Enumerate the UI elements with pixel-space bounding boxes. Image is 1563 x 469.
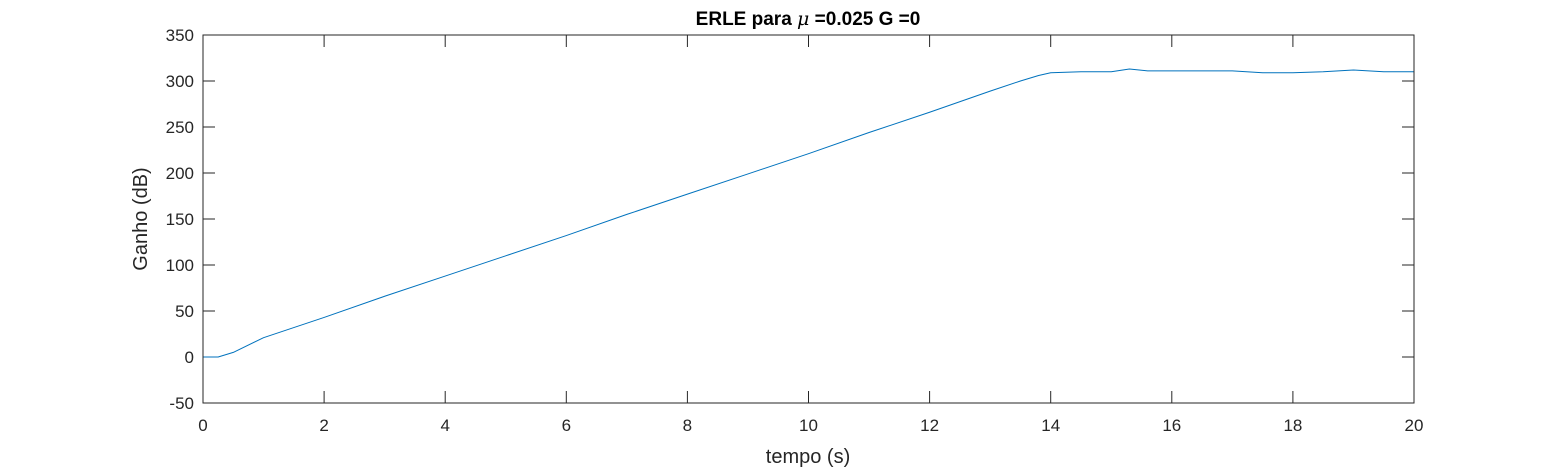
y-axis-label: Ganho (dB) [130, 167, 152, 270]
x-tick-label: 16 [1162, 416, 1181, 435]
y-tick-label: 350 [166, 26, 194, 45]
axes-box [202, 34, 1415, 404]
tick-labels: 0 2 4 6 8 10 12 14 16 18 20-5005010015020025030035… [166, 26, 1424, 435]
x-tick-label: 2 [319, 416, 328, 435]
x-tick-label: 18 [1283, 416, 1302, 435]
y-tick-label: 150 [166, 210, 194, 229]
x-tick-label: 14 [1041, 416, 1060, 435]
chart-title: ERLE para μ =0.025 G =0 [696, 8, 921, 30]
series-line [203, 68, 1414, 358]
y-tick-label: 50 [175, 302, 194, 321]
x-tick-label: 0 [198, 416, 207, 435]
y-tick-label: 300 [166, 72, 194, 91]
y-tick-label: 0 [185, 348, 194, 367]
chart-title-prefix: ERLE para [696, 9, 797, 30]
x-axis-label: tempo (s) [766, 446, 850, 468]
y-tick-label: 250 [166, 118, 194, 137]
x-tick-label: 8 [683, 416, 692, 435]
x-tick-label: 20 [1405, 416, 1424, 435]
y-tick-label: 200 [166, 164, 194, 183]
y-tick-label: 100 [166, 256, 194, 275]
plot-area [203, 35, 1414, 403]
x-tick-label: 12 [920, 416, 939, 435]
y-tick-label: -50 [169, 394, 194, 413]
chart-title-suffix: =0.025 G =0 [809, 9, 920, 30]
x-tick-label: 6 [562, 416, 571, 435]
x-tick-label: 4 [440, 416, 449, 435]
chart-title-symbol: μ [797, 8, 809, 30]
x-tick-label: 10 [799, 416, 818, 435]
